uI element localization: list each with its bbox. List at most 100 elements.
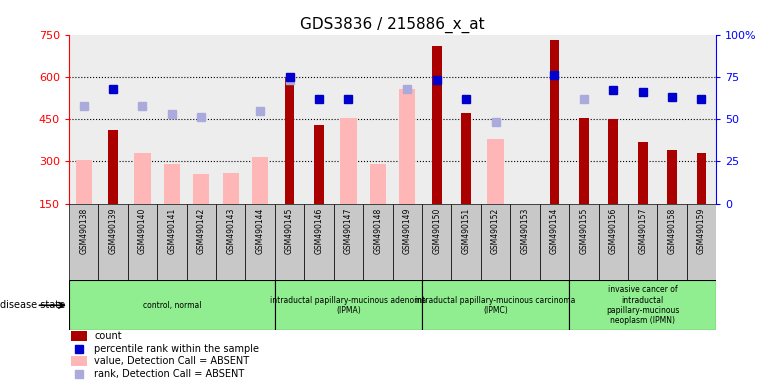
Bar bbox=[510, 204, 540, 280]
Text: GSM490157: GSM490157 bbox=[638, 207, 647, 254]
Bar bbox=[657, 204, 687, 280]
Bar bbox=[223, 172, 239, 204]
Text: GSM490147: GSM490147 bbox=[344, 207, 353, 254]
Bar bbox=[108, 130, 118, 204]
Bar bbox=[461, 113, 471, 204]
Bar bbox=[275, 280, 422, 330]
Bar bbox=[334, 204, 363, 280]
Bar bbox=[187, 35, 216, 204]
Text: GSM490140: GSM490140 bbox=[138, 207, 147, 254]
Bar bbox=[363, 204, 392, 280]
Bar bbox=[422, 280, 569, 330]
Text: GSM490146: GSM490146 bbox=[315, 207, 323, 254]
Text: GSM490144: GSM490144 bbox=[256, 207, 265, 254]
Bar bbox=[667, 150, 677, 204]
Bar bbox=[399, 89, 415, 204]
Bar bbox=[481, 35, 510, 204]
Bar bbox=[275, 35, 304, 204]
Bar bbox=[157, 35, 187, 204]
Bar bbox=[628, 35, 657, 204]
Text: GSM490148: GSM490148 bbox=[373, 207, 382, 253]
Text: GSM490151: GSM490151 bbox=[462, 207, 470, 253]
Text: percentile rank within the sample: percentile rank within the sample bbox=[94, 344, 259, 354]
Bar bbox=[628, 204, 657, 280]
Bar bbox=[393, 35, 422, 204]
Text: GSM490153: GSM490153 bbox=[520, 207, 529, 254]
Bar bbox=[517, 204, 533, 208]
Bar bbox=[216, 204, 245, 280]
Bar bbox=[598, 35, 628, 204]
Text: GSM490150: GSM490150 bbox=[432, 207, 441, 254]
Bar bbox=[285, 77, 294, 204]
Bar bbox=[128, 35, 157, 204]
Bar bbox=[549, 40, 559, 204]
Bar bbox=[569, 35, 598, 204]
Text: rank, Detection Call = ABSENT: rank, Detection Call = ABSENT bbox=[94, 369, 244, 379]
Bar bbox=[245, 35, 275, 204]
Bar bbox=[69, 204, 98, 280]
Text: GSM490155: GSM490155 bbox=[579, 207, 588, 254]
Bar bbox=[98, 35, 128, 204]
Bar bbox=[569, 280, 716, 330]
Bar bbox=[608, 119, 618, 204]
Bar bbox=[157, 204, 187, 280]
Bar bbox=[134, 153, 151, 204]
Bar bbox=[510, 35, 540, 204]
Bar bbox=[579, 118, 588, 204]
Bar bbox=[128, 204, 157, 280]
Bar bbox=[422, 35, 451, 204]
Bar bbox=[370, 164, 386, 204]
Bar bbox=[193, 174, 209, 204]
Bar bbox=[696, 153, 706, 204]
Bar bbox=[393, 204, 422, 280]
Bar bbox=[76, 160, 92, 204]
Bar bbox=[187, 204, 216, 280]
Bar bbox=[598, 204, 628, 280]
Text: GSM490138: GSM490138 bbox=[79, 207, 88, 253]
Bar bbox=[69, 35, 98, 204]
Text: invasive cancer of
intraductal
papillary-mucinous
neoplasm (IPMN): invasive cancer of intraductal papillary… bbox=[606, 285, 679, 325]
Bar bbox=[164, 164, 180, 204]
Bar bbox=[69, 280, 275, 330]
Text: GSM490158: GSM490158 bbox=[668, 207, 676, 253]
Bar bbox=[638, 142, 647, 204]
Bar bbox=[687, 204, 716, 280]
Text: GSM490143: GSM490143 bbox=[226, 207, 235, 254]
Bar bbox=[252, 157, 268, 204]
Bar bbox=[245, 204, 275, 280]
Bar bbox=[334, 35, 363, 204]
Bar bbox=[340, 118, 356, 204]
Bar bbox=[314, 125, 324, 204]
Title: GDS3836 / 215886_x_at: GDS3836 / 215886_x_at bbox=[300, 17, 485, 33]
Bar bbox=[71, 356, 87, 366]
Bar bbox=[451, 35, 481, 204]
Text: disease state: disease state bbox=[0, 300, 65, 310]
Text: GSM490145: GSM490145 bbox=[285, 207, 294, 254]
Bar bbox=[687, 35, 716, 204]
Bar bbox=[569, 204, 598, 280]
Bar bbox=[275, 204, 304, 280]
Bar bbox=[304, 204, 334, 280]
Bar bbox=[98, 204, 128, 280]
Text: intraductal papillary-mucinous adenoma
(IPMA): intraductal papillary-mucinous adenoma (… bbox=[270, 296, 427, 315]
Text: GSM490139: GSM490139 bbox=[109, 207, 117, 254]
Text: count: count bbox=[94, 331, 122, 341]
Bar bbox=[540, 35, 569, 204]
Text: GSM490154: GSM490154 bbox=[550, 207, 559, 254]
Text: control, normal: control, normal bbox=[142, 301, 201, 310]
Bar bbox=[304, 35, 334, 204]
Text: GSM490141: GSM490141 bbox=[168, 207, 176, 253]
Bar bbox=[432, 46, 441, 204]
Bar bbox=[540, 204, 569, 280]
Text: value, Detection Call = ABSENT: value, Detection Call = ABSENT bbox=[94, 356, 250, 366]
Bar bbox=[216, 35, 245, 204]
Bar bbox=[451, 204, 481, 280]
Bar bbox=[481, 204, 510, 280]
Text: GSM490159: GSM490159 bbox=[697, 207, 706, 254]
Text: GSM490149: GSM490149 bbox=[403, 207, 412, 254]
Text: GSM490152: GSM490152 bbox=[491, 207, 500, 253]
Text: GSM490142: GSM490142 bbox=[197, 207, 206, 253]
Text: intraductal papillary-mucinous carcinoma
(IPMC): intraductal papillary-mucinous carcinoma… bbox=[415, 296, 576, 315]
Bar bbox=[657, 35, 687, 204]
Bar bbox=[363, 35, 392, 204]
